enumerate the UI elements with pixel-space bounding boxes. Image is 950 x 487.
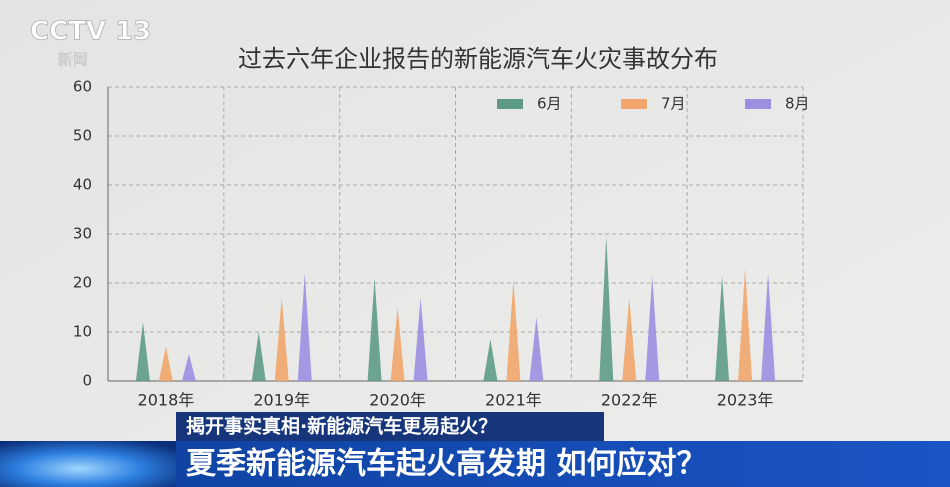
x-tick-label: 2021年 — [485, 391, 542, 410]
spike — [506, 280, 521, 381]
spike — [738, 268, 753, 381]
spike — [483, 339, 498, 381]
spike — [135, 322, 150, 381]
legend-label: 6月 — [537, 95, 562, 113]
x-tick-label: 2018年 — [138, 391, 195, 410]
chart-title: 过去六年企业报告的新能源汽车火灾事故分布 — [238, 45, 718, 73]
spike — [367, 278, 382, 381]
legend-swatch — [745, 99, 771, 109]
logo-name: 新闻 — [58, 51, 88, 69]
legend-swatch — [621, 99, 647, 109]
spike — [761, 273, 776, 381]
spike — [529, 317, 544, 381]
legend-swatch — [497, 99, 523, 109]
spike — [599, 236, 614, 381]
logo-channel: CCTV 13 — [30, 17, 151, 47]
headline: 夏季新能源汽车起火高发期 如何应对？ — [186, 447, 706, 482]
spike — [622, 297, 637, 381]
spike — [251, 332, 266, 381]
plot: 0 10 20 30 40 50 60 2018年 2019年 2020年 2021年 2022年 20… — [73, 78, 810, 410]
y-tick-label: 40 — [73, 176, 92, 194]
x-tick-label: 2022年 — [601, 391, 658, 410]
subtitle: 揭开事实真相·新能源汽车更易起火？ — [186, 415, 497, 438]
spike — [274, 297, 289, 381]
y-tick-label: 50 — [73, 127, 92, 145]
x-tick-label: 2020年 — [369, 391, 426, 410]
spike — [297, 273, 312, 381]
subtitle-bar — [176, 412, 604, 441]
globe-graphic — [0, 441, 176, 487]
legend-label: 8月 — [785, 95, 810, 113]
spike — [715, 275, 730, 381]
spike — [158, 346, 173, 381]
spike — [181, 354, 196, 381]
y-tick-label: 10 — [73, 323, 92, 341]
y-tick-label: 60 — [73, 78, 92, 96]
spike — [390, 307, 405, 381]
x-tick-label: 2019年 — [253, 391, 310, 410]
y-tick-label: 20 — [73, 274, 92, 292]
y-tick-label: 30 — [73, 225, 92, 243]
y-tick-label: 0 — [82, 372, 92, 390]
x-tick-label: 2023年 — [717, 391, 774, 410]
legend-label: 7月 — [661, 95, 686, 113]
spike — [645, 275, 660, 381]
spike — [413, 297, 428, 381]
